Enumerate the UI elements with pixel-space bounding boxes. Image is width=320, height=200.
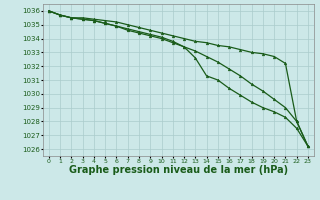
X-axis label: Graphe pression niveau de la mer (hPa): Graphe pression niveau de la mer (hPa)	[69, 165, 288, 175]
